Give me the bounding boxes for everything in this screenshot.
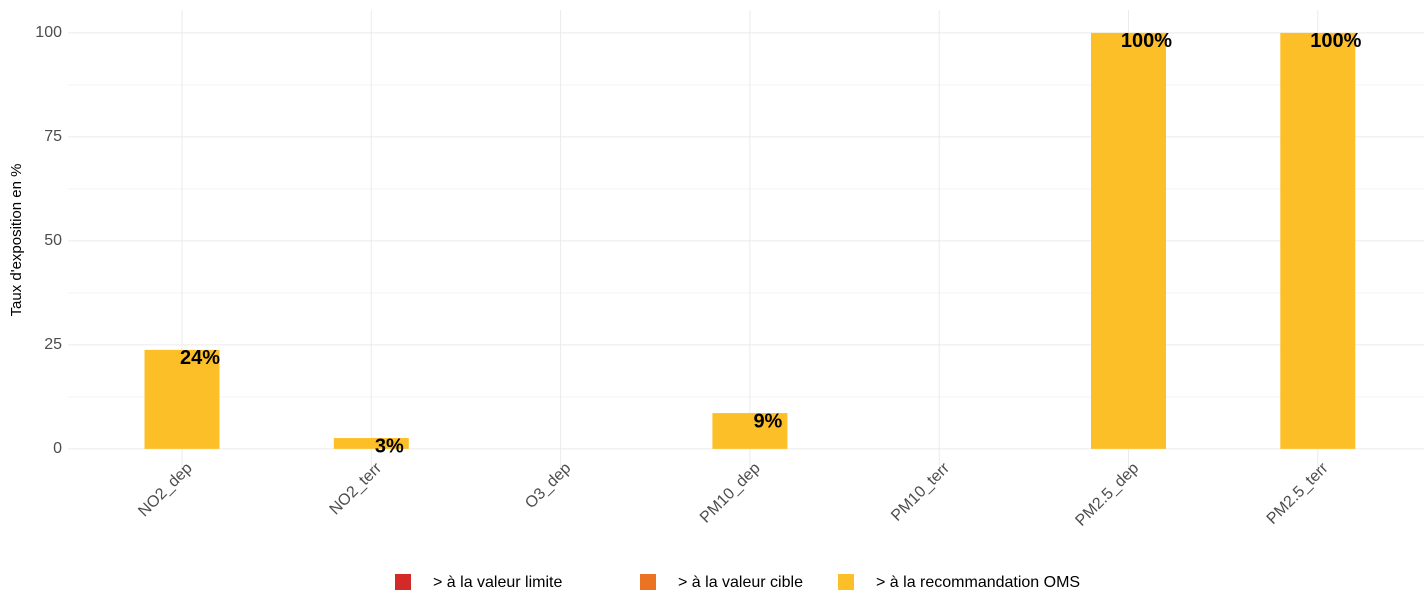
bar [712, 413, 788, 449]
legend-swatch [395, 574, 411, 590]
y-tick-label: 25 [44, 336, 62, 353]
legend-swatch [838, 574, 854, 590]
data-label: 100% [1121, 30, 1172, 52]
legend-swatch [640, 574, 656, 590]
legend-label: > à la valeur limite [433, 574, 562, 591]
x-tick-label: NO2_dep [135, 460, 196, 521]
legend-label: > à la recommandation OMS [876, 574, 1080, 591]
x-tick-label: NO2_terr [327, 459, 386, 518]
bar [1280, 32, 1356, 449]
y-axis-label: Taux d'exposition en % [8, 164, 25, 317]
y-tick-label: 50 [44, 232, 62, 249]
x-tick-label: PM10_dep [697, 460, 764, 527]
bar [333, 438, 409, 449]
x-tick-label: PM10_terr [888, 459, 953, 524]
x-tick-label: PM2.5_terr [1264, 459, 1332, 527]
y-tick-label: 0 [53, 440, 62, 457]
data-label: 9% [753, 410, 782, 432]
x-tick-label: PM2.5_dep [1072, 460, 1142, 530]
data-label: 3% [375, 435, 404, 457]
bar [1091, 32, 1166, 449]
bar [144, 349, 220, 449]
legend-label: > à la valeur cible [678, 574, 803, 591]
y-tick-label: 75 [44, 128, 62, 145]
data-label: 100% [1310, 30, 1361, 52]
data-label: 24% [180, 347, 220, 369]
y-tick-label: 100 [35, 24, 62, 41]
x-tick-label: O3_dep [522, 460, 574, 512]
